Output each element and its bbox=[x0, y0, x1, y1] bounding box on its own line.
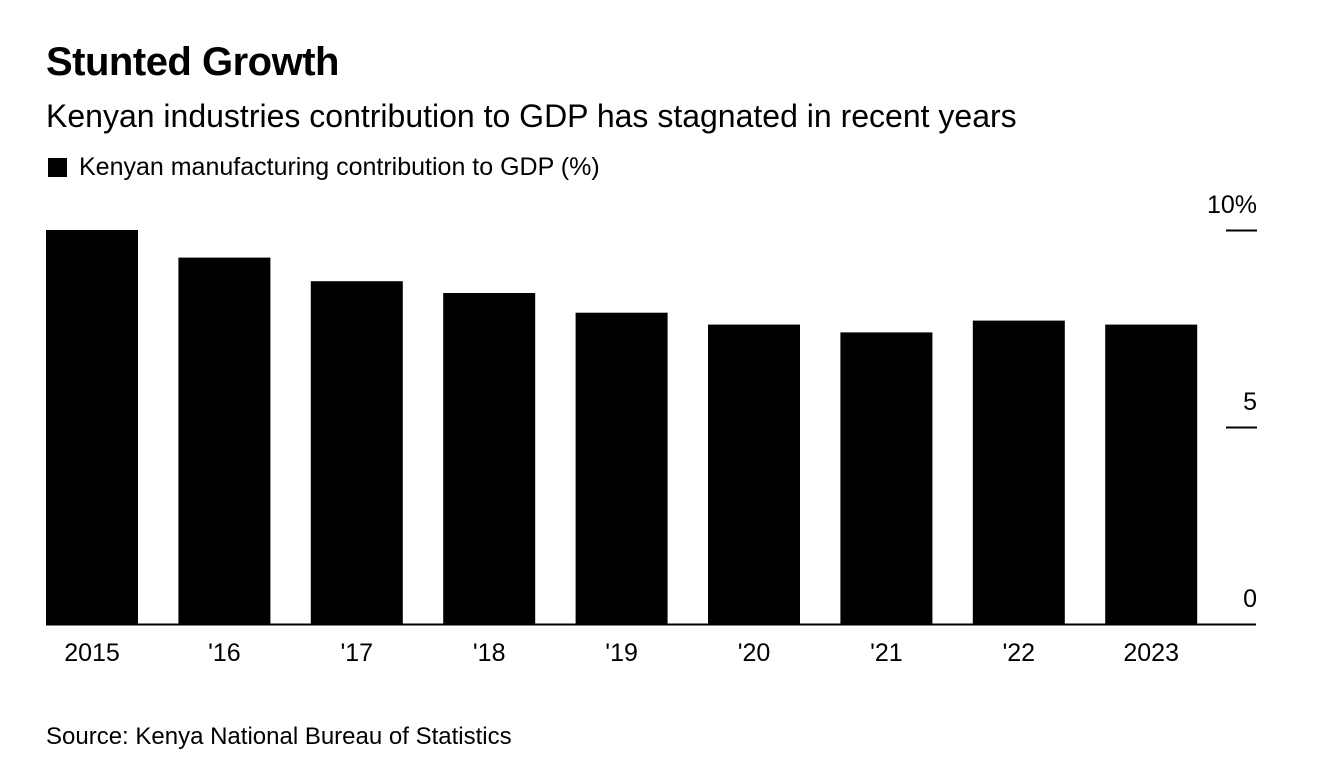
source-note: Source: Kenya National Bureau of Statist… bbox=[46, 723, 512, 750]
bar-7 bbox=[972, 320, 1065, 624]
legend: Kenyan manufacturing contribution to GDP… bbox=[48, 153, 600, 182]
bar-3 bbox=[443, 293, 536, 624]
x-tick-label: '21 bbox=[870, 639, 903, 667]
y-tick-label: 10% bbox=[1207, 191, 1257, 219]
x-tick-label: 2015 bbox=[64, 639, 120, 667]
bar-1 bbox=[178, 257, 271, 624]
legend-label: Kenyan manufacturing contribution to GDP… bbox=[79, 153, 600, 181]
x-tick-label: '19 bbox=[605, 639, 638, 667]
bar-0 bbox=[46, 230, 138, 624]
x-tick-label: '16 bbox=[208, 639, 241, 667]
y-tick-label: 0 bbox=[1243, 585, 1257, 613]
bar-2 bbox=[310, 281, 403, 624]
x-tick-label: '22 bbox=[1003, 639, 1036, 667]
x-tick-label: 2023 bbox=[1123, 639, 1179, 667]
bar-4 bbox=[575, 312, 668, 624]
chart-subtitle: Kenyan industries contribution to GDP ha… bbox=[46, 98, 1017, 134]
x-tick-label: '18 bbox=[473, 639, 506, 667]
bar-5 bbox=[708, 324, 800, 624]
bar-6 bbox=[840, 332, 933, 624]
legend-swatch bbox=[48, 158, 67, 177]
x-tick-label: '17 bbox=[341, 639, 374, 667]
x-tick-label: '20 bbox=[738, 639, 771, 667]
bar-8 bbox=[1105, 324, 1198, 624]
chart-title: Stunted Growth bbox=[46, 40, 339, 84]
y-tick-label: 5 bbox=[1243, 388, 1257, 416]
